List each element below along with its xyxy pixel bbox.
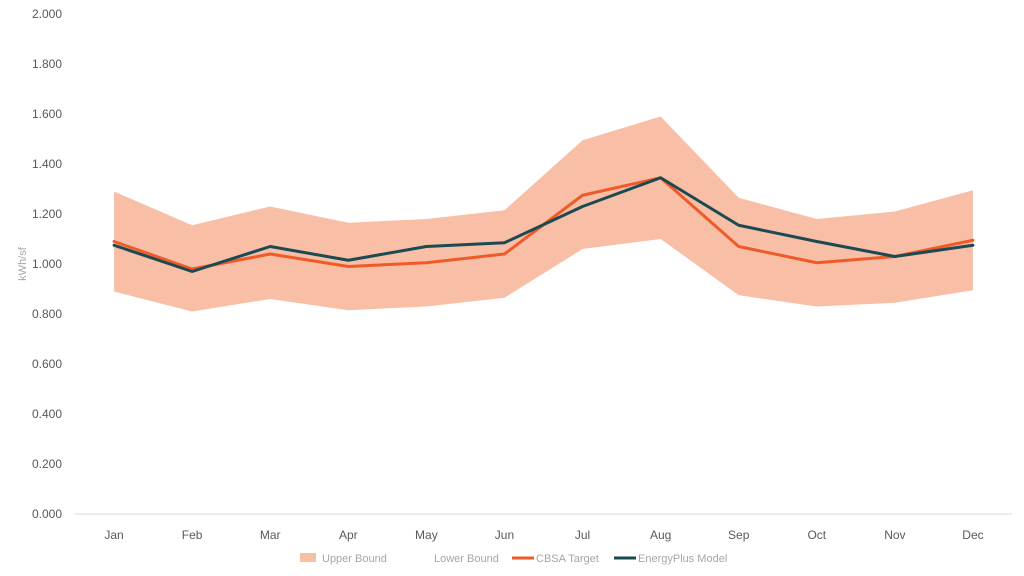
x-tick-label: May bbox=[415, 528, 438, 542]
legend-label-energyplus-model: EnergyPlus Model bbox=[638, 553, 727, 565]
legend-label-upper-bound: Upper Bound bbox=[322, 553, 387, 565]
y-tick-label: 0.200 bbox=[32, 457, 62, 471]
y-tick-label: 2.000 bbox=[32, 7, 62, 21]
legend: Upper Bound Lower Bound CBSA Target EnergyP… bbox=[300, 553, 727, 565]
y-tick-label: 1.600 bbox=[32, 107, 62, 121]
series-line-energyplus-model bbox=[112, 176, 975, 273]
x-ticks: Jan Feb Mar Apr May Jun Jul Aug Sep Oct Nov Dec bbox=[104, 528, 983, 542]
y-tick-label: 0.400 bbox=[32, 407, 62, 421]
x-tick-label: Jan bbox=[104, 528, 123, 542]
x-tick-label: Feb bbox=[182, 528, 203, 542]
x-tick-label: Jun bbox=[495, 528, 514, 542]
legend-label-lower-bound: Lower Bound bbox=[434, 553, 499, 565]
y-ticks: 0.000 0.200 0.400 0.600 0.800 1.000 1.200 1.400… bbox=[32, 7, 62, 521]
x-tick-label: Apr bbox=[339, 528, 358, 542]
legend-swatch-lower-bound bbox=[412, 553, 428, 562]
y-tick-label: 1.400 bbox=[32, 157, 62, 171]
x-tick-label: Nov bbox=[884, 528, 905, 542]
x-tick-label: Mar bbox=[260, 528, 281, 542]
y-tick-label: 1.800 bbox=[32, 57, 62, 71]
line-layer bbox=[112, 176, 975, 273]
x-tick-label: Jul bbox=[575, 528, 590, 542]
x-tick-label: Sep bbox=[728, 528, 750, 542]
x-tick-label: Dec bbox=[962, 528, 983, 542]
legend-swatch-upper-bound bbox=[300, 553, 316, 562]
y-tick-label: 0.000 bbox=[32, 507, 62, 521]
x-tick-label: Aug bbox=[650, 528, 671, 542]
y-tick-label: 0.600 bbox=[32, 357, 62, 371]
band-area-upper-bound bbox=[114, 116, 973, 312]
band-layer bbox=[114, 116, 973, 312]
x-tick-label: Oct bbox=[807, 528, 826, 542]
y-axis-title: kWh/sf bbox=[17, 246, 29, 281]
y-tick-label: 1.200 bbox=[32, 207, 62, 221]
legend-label-cbsa-target: CBSA Target bbox=[536, 553, 599, 565]
y-tick-label: 1.000 bbox=[32, 257, 62, 271]
y-tick-label: 0.800 bbox=[32, 307, 62, 321]
